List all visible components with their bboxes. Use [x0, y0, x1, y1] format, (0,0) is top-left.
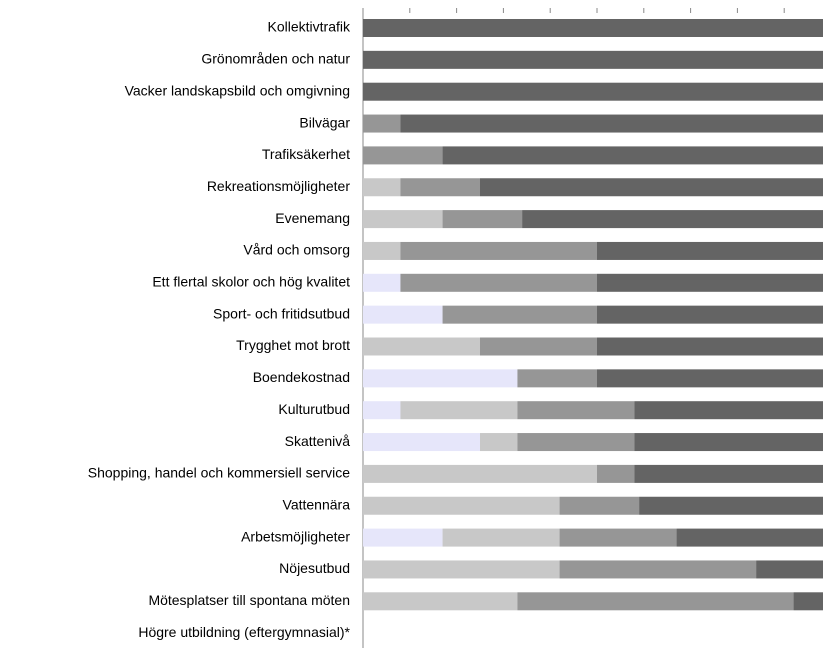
- category-label: Mötesplatser till spontana möten: [148, 592, 350, 608]
- bar-segment: [559, 528, 677, 547]
- bar-segment: [559, 496, 640, 515]
- bar-segment: [597, 305, 823, 324]
- bar-segment: [442, 210, 523, 229]
- bar-segment: [597, 241, 823, 260]
- category-label: Kulturutbud: [278, 401, 350, 417]
- category-label: Arbetsmöjligheter: [241, 528, 350, 544]
- bar-segment: [400, 401, 518, 420]
- bar-segment: [480, 337, 597, 356]
- bar-segment: [442, 146, 823, 165]
- bar-segment: [517, 433, 635, 452]
- category-label: Evenemang: [275, 210, 350, 226]
- bar-segment: [363, 273, 401, 292]
- bar-segment: [634, 433, 823, 452]
- bar-segment: [756, 560, 823, 579]
- bar-segment: [363, 305, 443, 324]
- bar-segment: [517, 401, 635, 420]
- bar-segment: [363, 496, 560, 515]
- bar-segment: [363, 146, 443, 165]
- category-label: Bilvägar: [299, 114, 350, 130]
- bar-segment: [363, 19, 823, 37]
- bar-segment: [634, 464, 823, 483]
- bar-segment: [400, 114, 823, 133]
- category-label: Vacker landskapsbild och omgivning: [125, 82, 350, 98]
- bar-segment: [363, 114, 401, 133]
- bar-segment: [363, 464, 597, 483]
- bar-segment: [363, 560, 560, 579]
- bar-segment: [639, 496, 823, 515]
- bar-segment: [363, 433, 480, 452]
- bar-segment: [363, 241, 401, 260]
- category-label: Vård och omsorg: [243, 242, 350, 258]
- bar-segment: [480, 433, 518, 452]
- category-label: Grönområden och natur: [201, 51, 350, 67]
- bar-segment: [517, 369, 597, 388]
- bar-segment: [442, 305, 597, 324]
- category-label: Boendekostnad: [253, 369, 350, 385]
- category-label: Shopping, handel och kommersiell service: [88, 465, 350, 481]
- bar-segment: [363, 82, 823, 101]
- bar-segment: [363, 369, 518, 388]
- bar-segment: [363, 50, 823, 69]
- bar-segment: [400, 178, 480, 197]
- category-label: Trygghet mot brott: [236, 337, 350, 353]
- bar-segment: [793, 592, 823, 611]
- category-label: Sport- och fritidsutbud: [213, 305, 350, 321]
- bar-segment: [363, 401, 401, 420]
- bar-segment: [363, 592, 518, 611]
- bar-segment: [597, 464, 635, 483]
- category-label: Kollektivtrafik: [268, 19, 351, 35]
- bar-segment: [597, 337, 823, 356]
- bar-segment: [522, 210, 823, 229]
- bar-segment: [363, 528, 443, 547]
- bar-segment: [676, 528, 823, 547]
- category-label: Trafiksäkerhet: [262, 146, 350, 162]
- category-label: Nöjesutbud: [279, 560, 350, 576]
- bar-segment: [517, 592, 794, 611]
- category-label: Skattenivå: [285, 433, 351, 449]
- bar-segment: [597, 369, 823, 388]
- bar-segment: [442, 528, 560, 547]
- category-label: Vattennära: [283, 496, 351, 512]
- bar-segment: [363, 178, 401, 197]
- bar-segment: [363, 210, 443, 229]
- bar-segment: [363, 337, 480, 356]
- category-label: Högre utbildning (eftergymnasial)*: [138, 624, 350, 640]
- bar-segment: [400, 241, 597, 260]
- category-label: Ett flertal skolor och hög kvalitet: [152, 274, 350, 290]
- bar-segment: [480, 178, 823, 197]
- bar-segment: [559, 560, 757, 579]
- bar-segment: [400, 273, 597, 292]
- bar-segment: [634, 401, 823, 420]
- category-label: Rekreationsmöjligheter: [207, 178, 351, 194]
- bar-segment: [597, 273, 823, 292]
